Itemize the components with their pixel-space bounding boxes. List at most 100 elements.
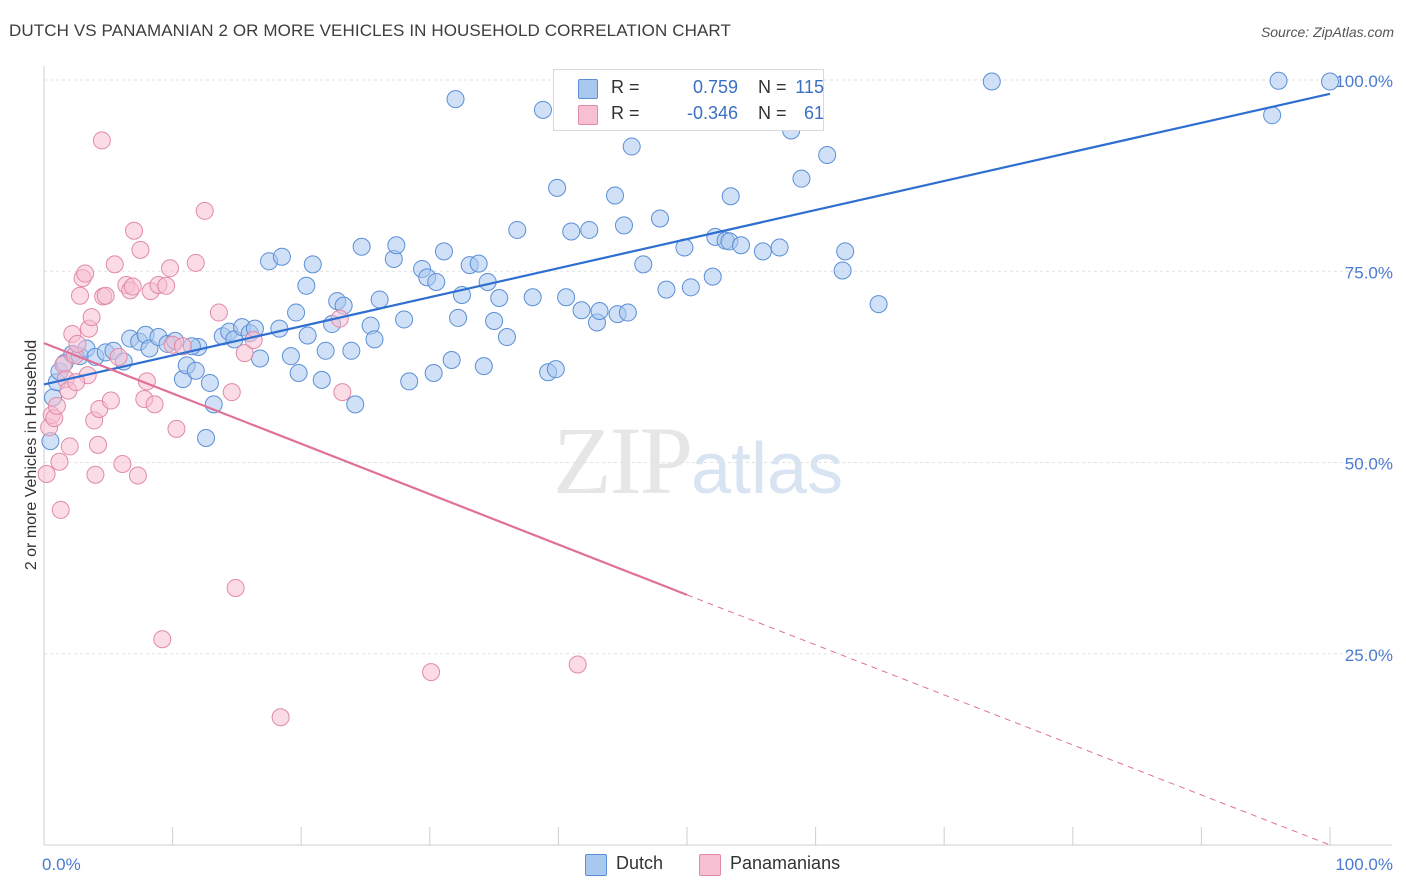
panamanian-point: [113, 455, 132, 474]
dutch-point: [657, 280, 676, 299]
source-label: Source: ZipAtlas.com: [1260, 24, 1394, 40]
dutch-point: [303, 255, 322, 274]
panamanian-point: [271, 708, 290, 727]
y-tick-label: 50.0%: [1345, 455, 1393, 474]
dutch-point: [490, 289, 509, 308]
dutch-point: [580, 220, 599, 239]
zipatlas-watermark: ZIPatlas: [553, 405, 843, 516]
dutch-point: [485, 311, 504, 330]
dutch-point: [546, 360, 565, 379]
dutch-point: [272, 247, 291, 266]
panamanian-point: [333, 383, 352, 402]
panamanian-point: [161, 259, 180, 278]
dutch-point: [312, 370, 331, 389]
panamanian-point: [37, 464, 56, 483]
panamanians-legend-swatch: [699, 854, 721, 876]
panamanian-point: [131, 240, 150, 259]
dutch-point: [836, 242, 855, 261]
chart-title: DUTCH VS PANAMANIAN 2 OR MORE VEHICLES I…: [9, 21, 731, 40]
dutch-point: [424, 363, 443, 382]
dutch-point: [523, 288, 542, 307]
panamanian-point: [109, 347, 128, 366]
panamanian-point: [125, 221, 144, 240]
dutch-point: [869, 295, 888, 314]
dutch-point: [1269, 71, 1288, 90]
panamanian-point: [128, 466, 147, 485]
dutch-point: [572, 301, 591, 320]
dutch-point: [197, 429, 216, 448]
panamanian-point: [195, 201, 214, 220]
panamanian-point: [209, 303, 228, 322]
panamanian-trend-line-extension: [686, 594, 1331, 846]
panamanian-point: [51, 500, 70, 519]
panamanian-trend-line: [43, 342, 688, 596]
panamanian-point: [186, 253, 205, 272]
dutch-point: [370, 290, 389, 309]
n-value-panamanians: 61: [803, 103, 824, 123]
panamanian-point: [86, 465, 105, 484]
dutch-point: [614, 216, 633, 235]
panamanian-point: [105, 255, 124, 274]
panamanian-point: [68, 334, 87, 353]
dutch-point: [605, 186, 624, 205]
dutch-point: [287, 303, 306, 322]
dutch-point: [818, 145, 837, 164]
dutch-point: [365, 330, 384, 349]
dutch-point: [251, 349, 270, 368]
r-label: R =: [611, 103, 640, 123]
panamanians-swatch: [578, 105, 598, 125]
r-label: R =: [611, 77, 640, 97]
dutch-point: [753, 242, 772, 261]
panamanian-point: [235, 344, 254, 363]
x-tick-label: 100.0%: [1335, 855, 1393, 874]
dutch-point: [622, 137, 641, 156]
dutch-point: [1321, 72, 1339, 91]
dutch-point: [346, 395, 365, 414]
dutch-point: [449, 308, 468, 327]
y-tick-label: 25.0%: [1345, 646, 1393, 665]
dutch-point: [270, 319, 289, 338]
dutch-point: [316, 341, 335, 360]
panamanian-point: [167, 419, 186, 438]
panamanian-point: [422, 663, 441, 682]
panamanian-point: [157, 276, 176, 295]
dutch-point: [434, 242, 453, 261]
dutch-point: [650, 209, 669, 228]
y-tick-label: 75.0%: [1345, 263, 1393, 282]
panamanian-point: [568, 655, 587, 674]
dutch-point: [200, 373, 219, 392]
legend-label-dutch: Dutch: [616, 853, 664, 873]
panamanian-point: [71, 286, 90, 305]
dutch-point: [297, 276, 316, 295]
dutch-point: [442, 350, 461, 369]
x-tick-label: 0.0%: [42, 855, 81, 874]
dutch-trend-line: [43, 92, 1331, 386]
watermark-atlas: atlas: [691, 429, 844, 509]
dutch-point: [427, 272, 446, 291]
panamanian-point: [153, 630, 172, 649]
panamanian-point: [60, 437, 79, 456]
n-label: N =: [758, 77, 787, 97]
n-value-dutch: 115: [795, 77, 824, 97]
dutch-point: [469, 254, 488, 273]
dutch-point: [618, 303, 637, 322]
dutch-legend-swatch: [585, 854, 607, 876]
panamanian-point: [226, 578, 245, 597]
dutch-point: [395, 310, 414, 329]
panamanian-point: [76, 264, 95, 283]
panamanian-point: [89, 435, 108, 454]
panamanian-point: [123, 277, 142, 296]
dutch-point: [562, 222, 581, 241]
dutch-point: [352, 237, 371, 256]
y-tick-label: 100.0%: [1335, 72, 1393, 91]
panamanian-point: [222, 383, 241, 402]
stats-legend: R = 0.759 N = 115 R = -0.346 N = 61: [553, 69, 824, 131]
panamanian-point: [50, 452, 69, 471]
dutch-point: [289, 363, 308, 382]
dutch-swatch: [578, 79, 598, 99]
dutch-point: [342, 341, 361, 360]
dutch-point: [446, 90, 465, 109]
dutch-point: [703, 267, 722, 286]
panamanian-point: [101, 391, 120, 410]
r-value-panamanians: -0.346: [686, 103, 738, 123]
